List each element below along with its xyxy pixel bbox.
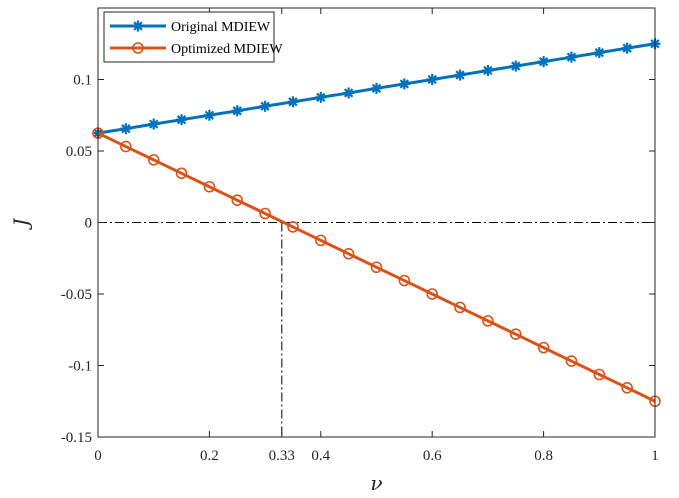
y-axis-label: J — [9, 218, 33, 231]
data-point — [370, 261, 383, 274]
data-point — [287, 221, 299, 233]
data-point — [176, 114, 188, 126]
data-point — [565, 355, 578, 367]
asterisk-stroke — [455, 70, 465, 80]
asterisk-stroke — [121, 124, 131, 134]
data-point — [343, 87, 355, 99]
data-point — [537, 341, 550, 354]
data-point — [287, 96, 299, 108]
legend-item: Original MDIEW — [110, 20, 271, 35]
x-tick-label: 0.6 — [423, 448, 442, 464]
x-tick-label: 0 — [94, 448, 102, 464]
legend-item: Optimized MDIEW — [110, 42, 283, 57]
data-point — [454, 69, 466, 81]
data-point — [147, 154, 160, 166]
x-tick-label: 0.2 — [200, 448, 219, 464]
data-point — [398, 274, 411, 287]
data-point — [231, 194, 244, 206]
data-point — [398, 78, 410, 90]
asterisk-stroke — [316, 92, 326, 103]
data-point — [482, 315, 494, 327]
data-point — [148, 118, 160, 130]
asterisk-stroke — [511, 61, 521, 71]
y-tick-label: 0.05 — [66, 144, 92, 160]
data-point — [426, 288, 439, 300]
reference-lines — [98, 222, 655, 437]
asterisk-stroke — [566, 52, 577, 62]
series-0 — [92, 38, 661, 139]
legend-marker — [132, 20, 144, 32]
y-tick-label: -0.15 — [61, 430, 92, 446]
asterisk-stroke — [483, 65, 493, 76]
data-point — [565, 51, 577, 63]
asterisk-stroke — [343, 88, 354, 98]
data-point — [621, 42, 633, 54]
data-point — [538, 56, 550, 68]
asterisk-stroke — [371, 83, 382, 94]
data-point — [509, 328, 522, 340]
series-layer — [92, 38, 661, 408]
x-tick-label: 0.33 — [269, 448, 295, 464]
legend-marker — [132, 42, 144, 54]
asterisk-stroke — [594, 47, 604, 58]
asterisk-stroke — [176, 115, 187, 125]
data-point — [426, 74, 438, 85]
data-point — [482, 64, 494, 76]
x-tick-label: 1 — [651, 448, 659, 464]
asterisk-stroke — [260, 101, 270, 111]
legend: Original MDIEW Optimized MDIEW — [103, 11, 283, 63]
y-tick-label: 0 — [85, 216, 93, 232]
data-point — [259, 100, 271, 112]
axis-ticks: 0 0.2 0.33 0.4 0.6 0.8 1 -0.15 -0.1 -0.05 0 0.05 0.1 — [61, 8, 659, 464]
asterisk-stroke — [288, 97, 298, 107]
asterisk-stroke — [133, 21, 143, 31]
data-point — [175, 167, 188, 180]
asterisk-stroke — [538, 56, 549, 67]
data-point — [593, 47, 605, 59]
y-tick-label: -0.05 — [61, 287, 92, 303]
data-point — [259, 207, 271, 220]
legend-box — [103, 11, 275, 63]
series-1 — [92, 127, 661, 408]
data-point — [231, 105, 243, 117]
x-tick-label: 0.8 — [534, 448, 553, 464]
asterisk-stroke — [427, 74, 437, 85]
asterisk-stroke — [399, 79, 410, 89]
asterisk-stroke — [232, 106, 242, 116]
data-point — [342, 248, 355, 260]
data-point — [621, 382, 633, 394]
legend-label: Original MDIEW — [171, 20, 271, 35]
y-tick-label: 0.1 — [73, 73, 92, 89]
data-point — [203, 109, 215, 121]
asterisk-stroke — [622, 43, 632, 53]
series-line — [97, 131, 656, 403]
data-point — [315, 91, 327, 103]
data-point — [120, 123, 132, 135]
data-point — [314, 234, 327, 247]
y-tick-label: -0.1 — [68, 359, 92, 375]
data-point — [371, 82, 382, 94]
data-point — [203, 180, 216, 193]
x-tick-label: 0.4 — [311, 448, 330, 464]
asterisk-stroke — [204, 110, 215, 120]
asterisk-stroke — [149, 119, 159, 129]
x-axis-label: ν — [370, 471, 382, 495]
data-point — [510, 60, 522, 72]
data-point — [120, 140, 132, 153]
legend-label: Optimized MDIEW — [171, 42, 283, 57]
data-point — [454, 301, 466, 314]
data-point — [593, 368, 606, 381]
